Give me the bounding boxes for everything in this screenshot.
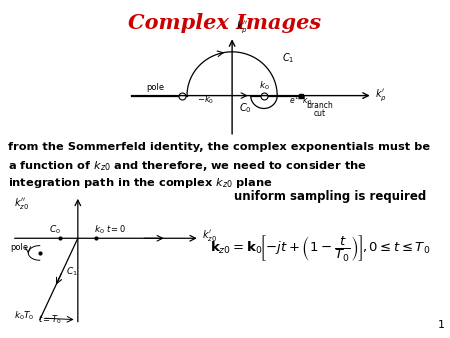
Text: $\mathbf{k}_{z0} = \mathbf{k}_0\!\left[-jt + \left(1-\dfrac{t}{T_0}\right)\right: $\mathbf{k}_{z0} = \mathbf{k}_0\!\left[-… [210, 233, 430, 263]
Text: $k_{z0}^{\prime\prime}$: $k_{z0}^{\prime\prime}$ [14, 196, 30, 211]
Text: $C_1$: $C_1$ [282, 51, 294, 65]
Text: Complex Images: Complex Images [128, 13, 322, 33]
Text: $k_0T_0$: $k_0T_0$ [14, 309, 35, 321]
Text: $C_1$: $C_1$ [67, 265, 78, 277]
Text: 1: 1 [438, 320, 445, 330]
Text: $-k_0$: $-k_0$ [197, 94, 214, 106]
Text: $k_0$: $k_0$ [94, 223, 105, 236]
Text: $e^{1/2}k_0$: $e^{1/2}k_0$ [289, 93, 313, 107]
Text: $k_\rho^{\prime}$: $k_\rho^{\prime}$ [375, 88, 387, 103]
Text: integration path in the complex $k_{z0}$ plane: integration path in the complex $k_{z0}$… [8, 176, 273, 190]
Text: from the Sommerfeld identity, the complex exponentials must be: from the Sommerfeld identity, the comple… [8, 142, 430, 152]
Text: $k_0$: $k_0$ [259, 79, 270, 92]
Text: branch: branch [306, 101, 333, 111]
Text: uniform sampling is required: uniform sampling is required [234, 190, 426, 203]
Text: $k_{z0}^{\prime}$: $k_{z0}^{\prime}$ [202, 227, 217, 242]
Text: cut: cut [314, 109, 326, 118]
Text: $k_\rho^{\prime\prime}$: $k_\rho^{\prime\prime}$ [236, 20, 248, 35]
Text: $C_0$: $C_0$ [49, 223, 61, 236]
Text: $C_0$: $C_0$ [239, 102, 252, 115]
Text: $t=T_0$: $t=T_0$ [38, 314, 62, 327]
Text: pole: pole [146, 83, 164, 93]
Text: a function of $k_{z0}$ and therefore, we need to consider the: a function of $k_{z0}$ and therefore, we… [8, 159, 367, 173]
Text: pole: pole [10, 243, 28, 252]
Text: $t=0$: $t=0$ [106, 223, 126, 234]
